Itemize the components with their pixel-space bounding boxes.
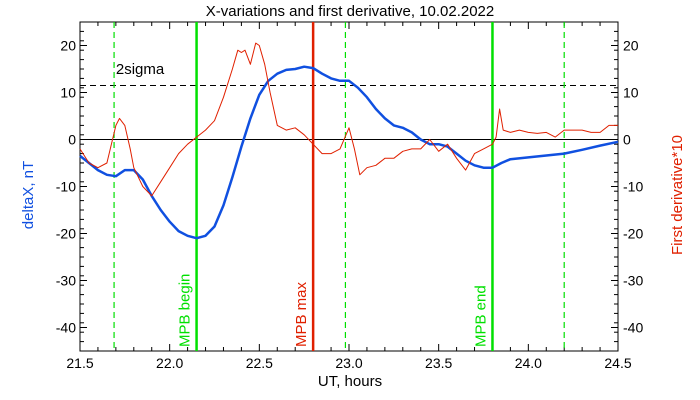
y-tick-label-left: 0 bbox=[68, 132, 76, 148]
x-tick-label: 24.5 bbox=[604, 355, 631, 371]
vline-label: MPB end bbox=[472, 285, 489, 347]
y-tick-label-left: -40 bbox=[56, 320, 76, 336]
x-tick-label: 24.0 bbox=[515, 355, 542, 371]
series-deltax-line bbox=[79, 65, 619, 240]
x-tick-label: 23.0 bbox=[335, 355, 362, 371]
y-tick-label-right: 0 bbox=[623, 132, 631, 148]
threshold-label: 2sigma bbox=[116, 61, 165, 78]
left-axis-label: deltaX, nT bbox=[20, 161, 37, 229]
y-tick-label-right: -40 bbox=[623, 320, 643, 336]
x-axis-label: UT, hours bbox=[318, 373, 382, 390]
series-derivative-line bbox=[79, 42, 618, 197]
y-tick-label-right: 20 bbox=[623, 38, 639, 54]
y-tick-label-left: -10 bbox=[56, 179, 76, 195]
y-tick-label-right: -10 bbox=[623, 179, 643, 195]
x-tick-label: 23.5 bbox=[425, 355, 452, 371]
chart-title: X-variations and first derivative, 10.02… bbox=[206, 3, 495, 20]
y-tick-label-left: -20 bbox=[56, 226, 76, 242]
y-tick-label-left: -30 bbox=[56, 273, 76, 289]
y-tick-label-right: -30 bbox=[623, 273, 643, 289]
plot-area: 2sigma 21.5 22.0 22.5 23.0 23.5 24.0 24.5 20 20 10… bbox=[56, 21, 643, 371]
y-tick-label-left: 20 bbox=[60, 38, 76, 54]
x-tick-label: 21.5 bbox=[66, 355, 93, 371]
x-tick-label: 22.5 bbox=[246, 355, 273, 371]
y-tick-label-left: 10 bbox=[60, 85, 76, 101]
y-tick-label-right: 10 bbox=[623, 85, 639, 101]
vline-label: MPB max bbox=[293, 281, 310, 347]
vline-label: MPB begin bbox=[177, 274, 194, 347]
right-axis-label: First derivative*10 bbox=[669, 135, 686, 255]
y-tick-label-right: -20 bbox=[623, 226, 643, 242]
x-tick-label: 22.0 bbox=[156, 355, 183, 371]
